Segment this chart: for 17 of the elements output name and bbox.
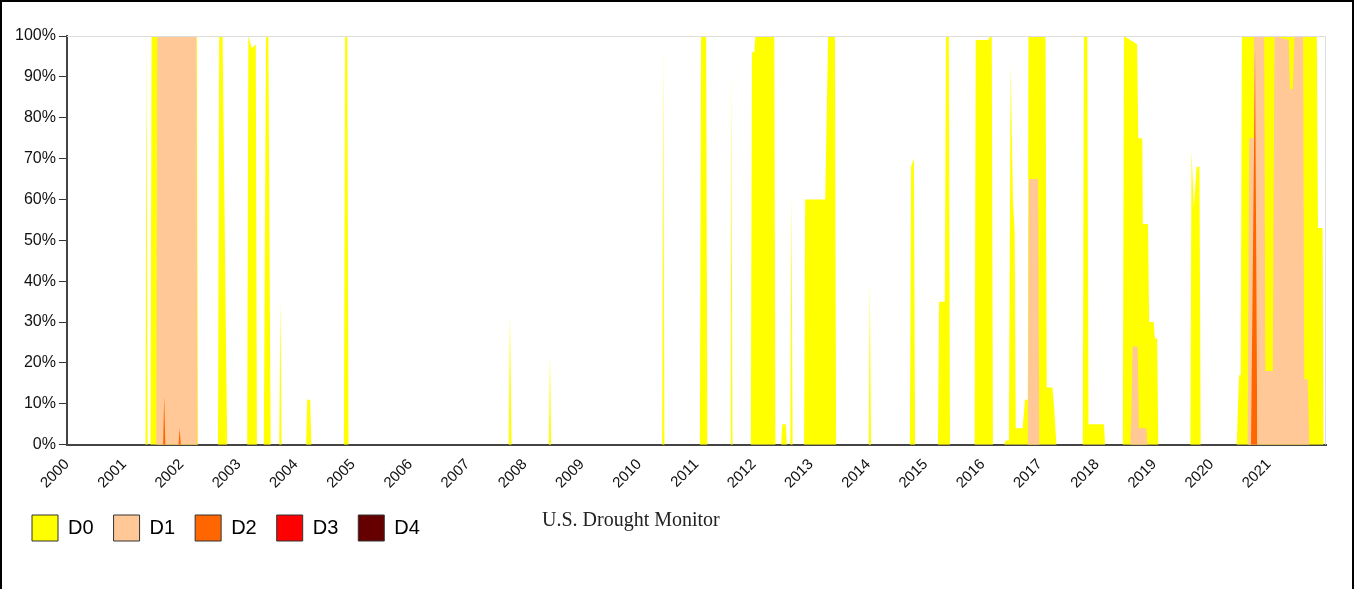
legend-label: D4 xyxy=(394,515,420,538)
legend-label: D0 xyxy=(68,515,94,538)
legend-label: D3 xyxy=(312,515,339,538)
y-tick-label: 70% xyxy=(23,149,56,167)
text: U.S. Drought Monitor xyxy=(542,508,720,531)
y-tick-label: 80% xyxy=(23,108,56,126)
y-tick-label: 100% xyxy=(15,26,56,44)
y-tick-label: 0% xyxy=(32,435,56,453)
y-tick-label: 40% xyxy=(23,271,56,289)
y-tick-label: 50% xyxy=(23,230,56,248)
y-tick-label: 30% xyxy=(23,312,56,330)
legend-label: D2 xyxy=(231,515,257,538)
y-tick-label: 10% xyxy=(23,394,56,412)
y-tick-label: 60% xyxy=(23,189,56,207)
y-tick-label: 20% xyxy=(23,353,56,371)
legend-label: D1 xyxy=(149,515,176,538)
y-tick-label: 90% xyxy=(23,67,56,85)
